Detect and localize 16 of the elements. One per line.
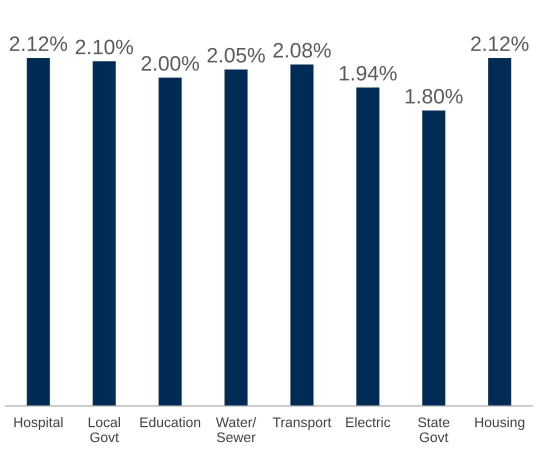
x-tick-label: Transport <box>272 418 332 430</box>
x-tick-label: Electric <box>346 417 390 428</box>
data-label: 2.00% <box>142 56 199 71</box>
x-tick-label: Hospital <box>14 417 62 430</box>
data-label: 1.80% <box>406 88 463 104</box>
data-label: 2.10% <box>76 40 134 54</box>
data-label: 2.05% <box>208 48 265 63</box>
data-label: 2.08% <box>273 42 331 58</box>
data-label: 2.12% <box>10 36 68 52</box>
x-tick-label: Local Govt <box>88 417 120 442</box>
x-tick-label: Housing <box>475 417 524 430</box>
data-label: 1.94% <box>340 66 397 81</box>
x-tick-label: State Govt <box>418 417 450 442</box>
x-tick-label: Water/ Sewer <box>216 417 256 442</box>
data-label: 2.12% <box>471 36 528 52</box>
x-tick-label: Education <box>140 417 200 428</box>
